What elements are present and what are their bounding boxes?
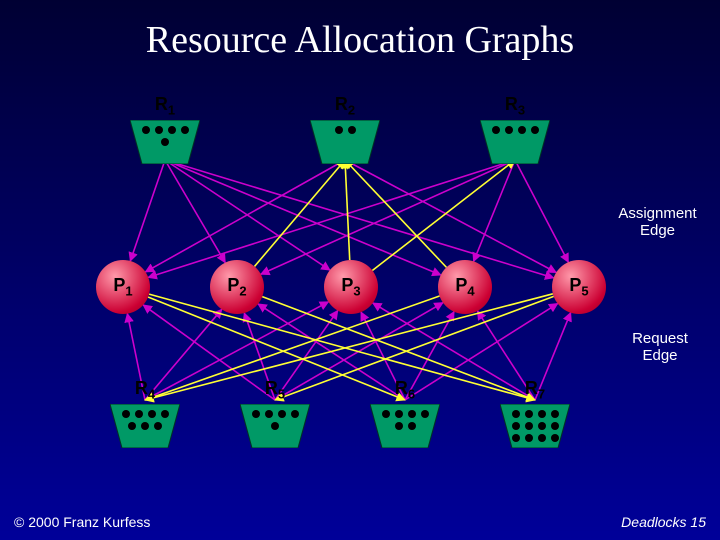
assignment-edge [165,160,554,278]
resource-instance-dot [408,410,416,418]
resource-instance-dot [154,422,162,430]
process-p2: P2 [210,260,264,314]
resource-box [480,120,550,164]
resource-instance-dot [291,410,299,418]
assignment-edge [145,160,345,272]
resource-r7: R7 [500,378,570,448]
resource-instance-dot [518,126,526,134]
slide-number: Deadlocks 15 [621,514,706,530]
assignment-edge [165,160,225,263]
assignment-edge [130,160,165,261]
resource-box [370,404,440,448]
resource-instance-dot [265,410,273,418]
request-edge [254,160,345,266]
resource-instance-dot [395,410,403,418]
resource-instance-dot [181,126,189,134]
resource-instance-dot [122,410,130,418]
process-p4: P4 [438,260,492,314]
resource-instance-dot [512,434,520,442]
resource-instance-dot [141,422,149,430]
resource-instance-dot [538,434,546,442]
resource-instance-dot [168,126,176,134]
resource-instance-dot [525,434,533,442]
resource-instance-dot [135,410,143,418]
process-p5: P5 [552,260,606,314]
assignment-edge [345,160,556,272]
request-edge [372,160,515,270]
diagram-stage: R1 R2 R3 R4 R5 R6 R7 P1 P2 P3 P4 P5 Assignment Edge… [0,0,720,540]
process-p1: P1 [96,260,150,314]
resource-instance-dot [505,126,513,134]
resource-instance-dot [161,410,169,418]
resource-instance-dot [161,138,169,146]
assignment-edge [165,160,441,275]
resource-r3: R3 [480,94,550,164]
resource-instance-dot [278,410,286,418]
resource-instance-dot [551,410,559,418]
resource-instance-dot [382,410,390,418]
resource-box [500,404,570,448]
request-edge-label: Request Edge [620,330,700,365]
resource-instance-dot [525,422,533,430]
resource-instance-dot [348,126,356,134]
resource-label: R7 [500,378,570,402]
resource-box [240,404,310,448]
resource-instance-dot [512,410,520,418]
resource-instance-dot [148,410,156,418]
resource-label: R6 [370,378,440,402]
process-label: P3 [341,275,360,299]
process-p3: P3 [324,260,378,314]
process-label: P5 [569,275,588,299]
resource-label: R4 [110,378,180,402]
resource-instance-dot [551,422,559,430]
resource-label: R3 [480,94,550,118]
resource-r4: R4 [110,378,180,448]
resource-instance-dot [142,126,150,134]
process-label: P2 [227,275,246,299]
copyright-text: © 2000 Franz Kurfess [14,514,150,530]
resource-instance-dot [395,422,403,430]
resource-instance-dot [512,422,520,430]
resource-instance-dot [155,126,163,134]
resource-r6: R6 [370,378,440,448]
resource-instance-dot [492,126,500,134]
assignment-edge [261,160,515,274]
resource-instance-dot [525,410,533,418]
resource-box [110,404,180,448]
resource-instance-dot [335,126,343,134]
resource-label: R1 [130,94,200,118]
resource-label: R2 [310,94,380,118]
resource-r2: R2 [310,94,380,164]
resource-r1: R1 [130,94,200,164]
assignment-edge [515,160,568,262]
resource-instance-dot [128,422,136,430]
assignment-edge [165,160,330,270]
resource-instance-dot [538,410,546,418]
process-label: P4 [455,275,474,299]
resource-box [310,120,380,164]
process-label: P1 [113,275,132,299]
assignment-edge [474,160,515,261]
resource-instance-dot [551,434,559,442]
resource-box [130,120,200,164]
resource-r5: R5 [240,378,310,448]
resource-instance-dot [252,410,260,418]
resource-instance-dot [271,422,279,430]
resource-instance-dot [408,422,416,430]
request-edge [345,160,446,267]
resource-instance-dot [531,126,539,134]
request-edge [345,160,350,260]
resource-instance-dot [538,422,546,430]
resource-instance-dot [421,410,429,418]
assignment-edge-label: Assignment Edge [610,205,705,240]
resource-label: R5 [240,378,310,402]
